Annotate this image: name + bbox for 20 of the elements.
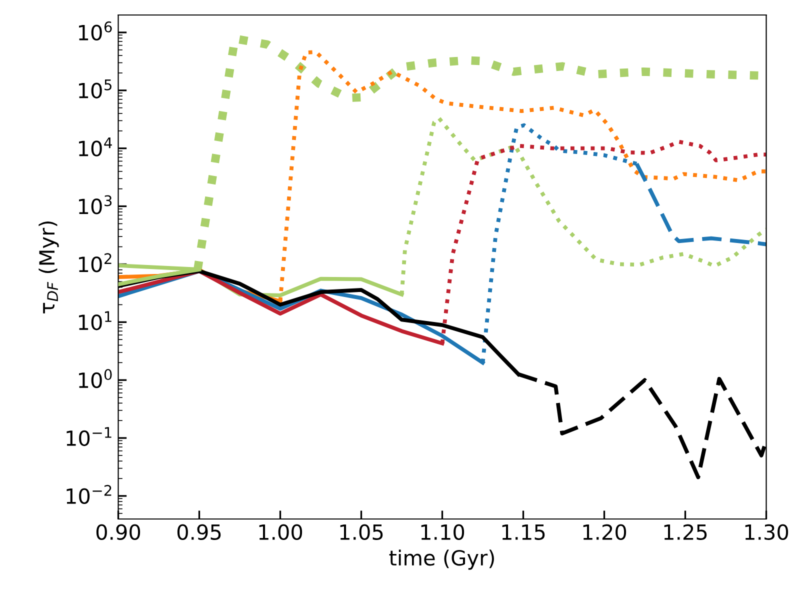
x-tick-label: 0.95 [177,524,221,540]
y-tick-label: 10$^{1}$ [79,311,112,330]
y-axis-title: τ$_{DF}$ (Myr) [38,222,59,314]
y-tick-label: 10$^{0}$ [79,369,112,388]
x-tick-label: 1.25 [664,524,707,540]
y-tick-label: 10$^{5}$ [79,80,112,98]
x-tick-label: 0.90 [96,524,140,540]
x-tick-label: 1.15 [502,524,545,540]
y-tick-label: 10$^{6}$ [79,21,112,40]
x-axis-title: time (Gyr) [389,550,494,570]
x-tick-label: 1.10 [421,524,464,540]
y-tick-label: 10$^{−2}$ [66,484,112,504]
x-tick-label: 1.05 [340,524,383,540]
y-tick-label: 10$^{3}$ [79,195,112,214]
y-tick-label: 10$^{4}$ [79,137,112,156]
y-tick-label: 10$^{2}$ [79,253,112,272]
x-tick-label: 1.20 [583,524,626,540]
x-tick-label: 1.00 [259,524,302,540]
y-tick-label: 10$^{−1}$ [66,427,112,446]
x-tick-label: 1.30 [745,524,788,540]
